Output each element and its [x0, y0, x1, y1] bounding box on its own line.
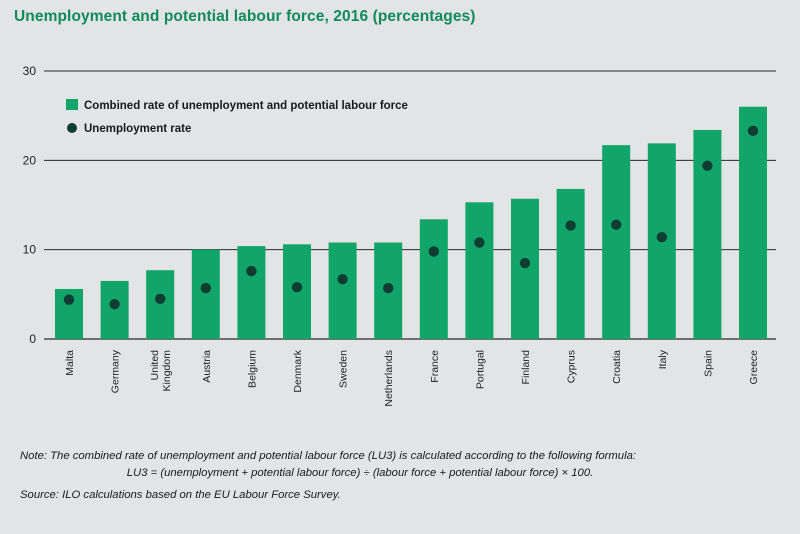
y-axis-ticks: 0 10 20 30: [23, 64, 37, 346]
note: Note: The combined rate of unemployment …: [20, 448, 790, 482]
unemployment-dot: [656, 231, 667, 243]
x-category-label: Germany: [110, 349, 122, 393]
source: Source: ILO calculations based on the EU…: [20, 489, 341, 501]
bar: [237, 246, 266, 339]
bar: [191, 249, 220, 339]
bar: [100, 280, 129, 339]
unemployment-dot: [702, 160, 713, 171]
unemployment-dot: [63, 294, 75, 305]
unemployment-dot: [747, 125, 759, 137]
x-axis-labels: Malta Germany UnitedKingdom Austria Belgium D…: [64, 349, 760, 406]
unemployment-dot: [428, 246, 439, 257]
unemployment-dot: [246, 265, 257, 277]
y-tick-label: 10: [23, 243, 37, 257]
legend-dot-swatch: [67, 123, 77, 133]
bar: [146, 270, 175, 339]
bar: [602, 145, 631, 339]
bar: [556, 188, 585, 339]
note-line-1: Note: The combined rate of unemployment …: [20, 450, 637, 462]
bar: [328, 242, 357, 339]
x-category-label: France: [429, 350, 441, 383]
x-category-label: Austria: [201, 350, 213, 383]
legend-bar-swatch: [66, 99, 78, 110]
note-line-2: LU3 = (unemployment + potential labour f…: [126, 467, 594, 479]
x-category-label: Netherlands: [383, 350, 395, 407]
x-category-label: Greece: [748, 350, 760, 385]
x-category-label: Sweden: [338, 350, 350, 388]
unemployment-dot: [519, 257, 531, 269]
x-category-label: Denmark: [292, 349, 304, 392]
legend: Combined rate of unemployment and potent…: [66, 99, 408, 135]
x-category-label: UnitedKingdom: [149, 350, 173, 392]
x-category-label: Belgium: [246, 350, 258, 388]
dot-series: [63, 125, 759, 310]
bar: [419, 219, 448, 339]
chart-title: Unemployment and potential labour force,…: [14, 8, 476, 25]
unemployment-dot: [611, 219, 622, 230]
x-category-label: Spain: [702, 350, 714, 377]
x-category-label: Italy: [657, 349, 669, 369]
unemployment-dot: [337, 273, 348, 285]
bar: [511, 198, 539, 339]
bar-series: [55, 106, 767, 339]
bar: [465, 202, 494, 339]
y-tick-label: 30: [23, 64, 37, 78]
x-category-label: Finland: [520, 350, 532, 385]
unemployment-dot: [155, 293, 166, 304]
chart-area: 0 10 20 30 Malta Germany UnitedKingdom Austria…: [23, 64, 776, 407]
unemployment-dot: [291, 281, 303, 293]
legend-dot-label: Unemployment rate: [84, 123, 191, 135]
x-category-label: Malta: [64, 350, 76, 376]
y-tick-label: 0: [29, 332, 36, 346]
unemployment-dot: [565, 220, 576, 231]
unemployment-dot: [109, 298, 120, 310]
x-category-label: Portugal: [474, 350, 486, 389]
unemployment-dot: [383, 282, 394, 294]
unemployment-dot: [474, 237, 485, 248]
bar: [739, 106, 767, 339]
legend-bar-label: Combined rate of unemployment and potent…: [84, 100, 408, 112]
x-category-label: Cyprus: [566, 350, 578, 383]
unemployment-dot: [200, 282, 211, 294]
x-category-label: Croatia: [611, 350, 623, 384]
y-tick-label: 20: [23, 153, 37, 167]
